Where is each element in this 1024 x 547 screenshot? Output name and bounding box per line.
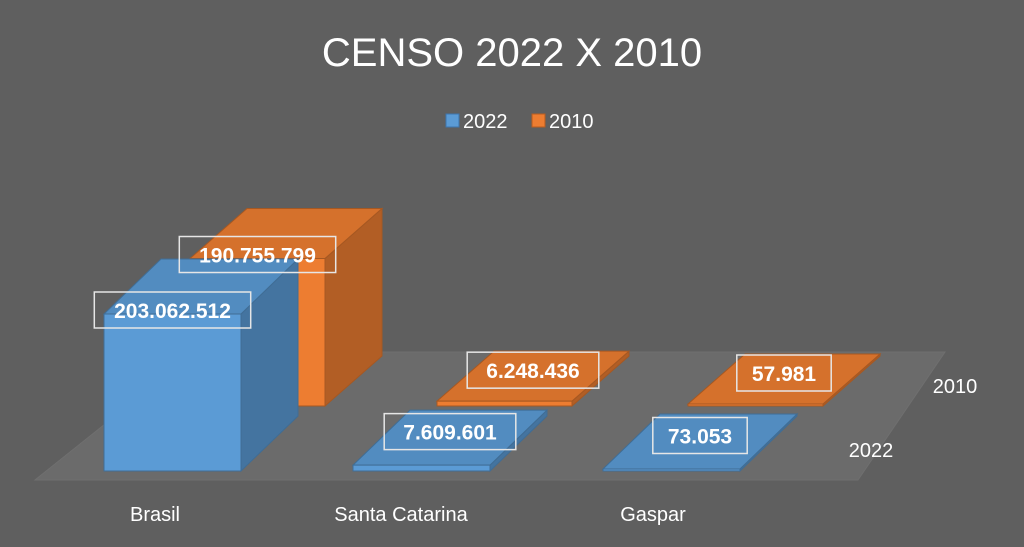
category-label-brasil: Brasil — [130, 504, 180, 526]
data-label-text: 203.062.512 — [114, 300, 231, 323]
data-label-text: 73.053 — [668, 426, 732, 449]
data-labels: 190.755.799 6.248.436 57.981 203.062.512 7.6… — [93, 235, 832, 455]
bar-front-face — [436, 400, 573, 407]
data-label-2010-brasil: 190.755.799 — [178, 235, 337, 274]
category-axis: Brasil Santa Catarina Gaspar — [130, 504, 686, 526]
data-label-text: 57.981 — [752, 363, 817, 386]
bar-front-face — [602, 468, 741, 472]
data-label-2022-santa-catarina: 7.609.601 — [383, 412, 517, 451]
data-label-text: 6.248.436 — [486, 360, 579, 383]
data-label-2010-santa-catarina: 6.248.436 — [466, 351, 600, 389]
legend-label-2022: 2022 — [463, 111, 508, 133]
series-2022-bars — [102, 257, 799, 473]
bar-2010-gaspar — [686, 352, 882, 408]
data-label-text: 190.755.799 — [199, 245, 316, 268]
legend-swatch-2022 — [445, 113, 460, 128]
bar-2022-brasil — [102, 257, 300, 473]
depth-label-2010: 2010 — [933, 376, 978, 398]
data-label-2010-gaspar: 57.981 — [736, 354, 832, 392]
bar-front-face — [687, 403, 824, 407]
data-label-2022-gaspar: 73.053 — [652, 416, 748, 455]
bar-front-face — [352, 464, 491, 472]
bar-2022-santa-catarina — [351, 408, 549, 473]
bar-front-face — [103, 313, 242, 472]
category-label-santa-catarina: Santa Catarina — [334, 504, 468, 526]
depth-label-2022: 2022 — [849, 440, 894, 462]
legend-label-2010: 2010 — [549, 111, 594, 133]
chart-title: CENSO 2022 X 2010 — [322, 31, 702, 75]
data-label-2022-brasil: 203.062.512 — [93, 291, 252, 329]
depth-axis: 2010 2022 — [849, 376, 978, 462]
bar-2022-gaspar — [601, 412, 799, 473]
data-label-text: 7.609.601 — [403, 422, 497, 445]
category-label-gaspar: Gaspar — [620, 504, 686, 526]
legend: 2022 2010 — [445, 111, 594, 133]
legend-swatch-2010 — [531, 113, 546, 128]
